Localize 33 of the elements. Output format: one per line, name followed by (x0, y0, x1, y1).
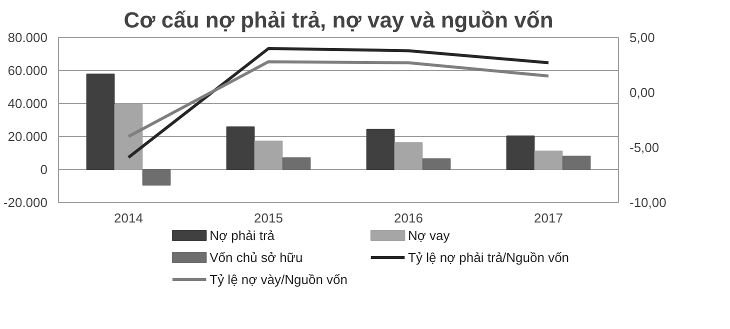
y2-tick-label: 5,00 (630, 30, 655, 45)
y-tick-label: 80.000 (8, 30, 48, 45)
bar (562, 156, 591, 170)
bar (534, 150, 563, 170)
y-tick-label: 20.000 (8, 129, 48, 144)
legend-label: Nợ phải trả (210, 228, 276, 243)
chart-title: Cơ cấu nợ phải trả, nợ vay và nguồn vốn (124, 8, 554, 32)
bar (254, 140, 283, 170)
y-tick-label: 40.000 (8, 96, 48, 111)
y2-tick-label: -5,00 (630, 140, 660, 155)
x-tick-label: 2016 (394, 210, 423, 226)
y-tick-label: -20.000 (3, 195, 48, 210)
bar (506, 136, 535, 170)
x-tick-label: 2014 (114, 210, 143, 226)
y-tick-label: 60.000 (8, 63, 48, 78)
x-tick-label: 2015 (254, 210, 283, 226)
bar (226, 126, 255, 170)
y2-tick-label: -10,00 (630, 195, 666, 210)
x-tick-label: 2017 (534, 210, 563, 226)
bar (282, 157, 311, 170)
legend-label: Tỷ lệ nợ vày/Nguồn vốn (210, 272, 348, 287)
bar (394, 142, 423, 170)
line-series (127, 47, 550, 159)
bar (142, 169, 171, 186)
line-series (127, 60, 550, 138)
legend-label: Vốn chủ sở hữu (210, 250, 303, 265)
bar (86, 74, 115, 170)
bar (422, 158, 451, 170)
legend-label: Nợ vay (408, 228, 450, 243)
y2-tick-label: 0,00 (630, 85, 655, 100)
legend-label: Tỷ lệ nợ phải trả/Nguồn vốn (408, 250, 570, 265)
y-tick-label: 0 (40, 162, 48, 177)
bar (366, 128, 395, 170)
